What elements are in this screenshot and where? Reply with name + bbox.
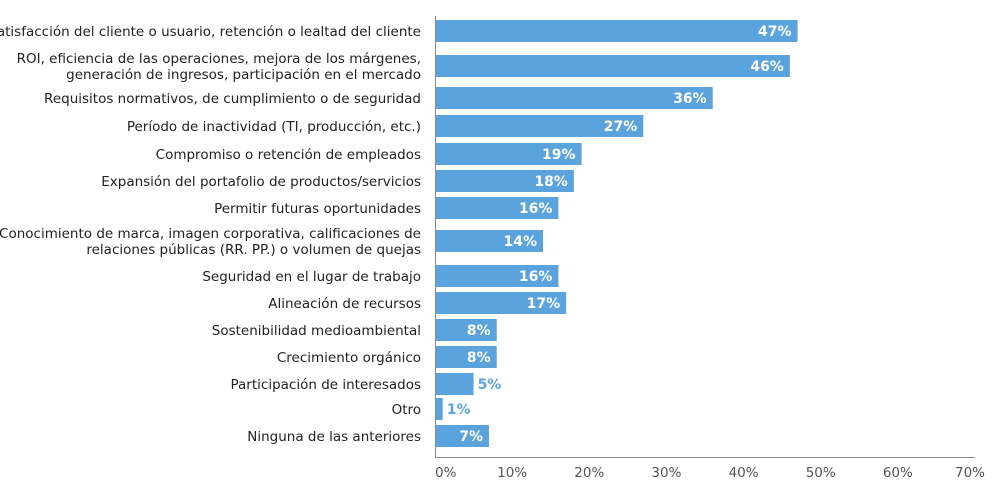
value-label-13: 1% bbox=[447, 402, 471, 418]
bar-3 bbox=[435, 115, 644, 137]
category-label-14: Ninguna de las anteriores bbox=[247, 429, 421, 445]
bars bbox=[435, 20, 798, 447]
bar-4 bbox=[435, 143, 582, 165]
value-label-11: 8% bbox=[467, 350, 491, 366]
category-label-1-line-0: ROI, eficiencia de las operaciones, mejo… bbox=[17, 51, 421, 67]
value-label-1: 46% bbox=[750, 59, 784, 75]
value-label-3: 27% bbox=[604, 119, 638, 135]
bar-6 bbox=[435, 197, 559, 219]
category-label-0: Satisfacción del cliente o usuario, rete… bbox=[0, 24, 421, 40]
bar-1 bbox=[435, 55, 790, 77]
value-label-9: 17% bbox=[527, 296, 561, 312]
value-label-5: 18% bbox=[534, 174, 568, 190]
value-label-4: 19% bbox=[542, 147, 576, 163]
category-label-11: Crecimiento orgánico bbox=[277, 350, 421, 366]
category-label-10: Sostenibilidad medioambiental bbox=[212, 323, 421, 339]
x-tick-label-5: 50% bbox=[806, 465, 836, 481]
bar-2 bbox=[435, 87, 713, 109]
value-label-7: 14% bbox=[503, 234, 537, 250]
bar-12 bbox=[435, 373, 474, 395]
value-label-6: 16% bbox=[519, 201, 553, 217]
category-label-3: Período de inactividad (TI, producción, … bbox=[127, 119, 421, 135]
value-label-12: 5% bbox=[478, 377, 502, 393]
category-labels: Satisfacción del cliente o usuario, rete… bbox=[0, 24, 421, 445]
value-label-2: 36% bbox=[673, 91, 707, 107]
bar-7 bbox=[435, 230, 543, 252]
bar-8 bbox=[435, 265, 559, 287]
bar-9 bbox=[435, 292, 567, 314]
bar-10 bbox=[435, 319, 497, 341]
category-label-9: Alineación de recursos bbox=[268, 296, 421, 312]
category-label-13: Otro bbox=[392, 402, 421, 418]
category-label-7-line-1: relaciones públicas (RR. PP.) o volumen … bbox=[86, 242, 421, 258]
x-tick-label-2: 20% bbox=[574, 465, 604, 481]
bar-13 bbox=[435, 398, 443, 420]
x-tick-labels: 0% 10% 20% 30% 40% 50% 60% 70% bbox=[435, 465, 985, 481]
axes bbox=[435, 16, 975, 458]
x-tick-label-0: 0% bbox=[435, 465, 457, 481]
value-label-0: 47% bbox=[758, 24, 792, 40]
category-label-2: Requisitos normativos, de cumplimiento o… bbox=[44, 91, 421, 107]
category-label-8: Seguridad en el lugar de trabajo bbox=[202, 269, 421, 285]
bar-5 bbox=[435, 170, 574, 192]
category-label-5: Expansión del portafolio de productos/se… bbox=[101, 174, 421, 190]
bar-11 bbox=[435, 346, 497, 368]
x-tick-label-4: 40% bbox=[729, 465, 759, 481]
bar-0 bbox=[435, 20, 798, 42]
category-label-7-line-0: Conocimiento de marca, imagen corporativ… bbox=[0, 226, 421, 242]
x-tick-label-3: 30% bbox=[651, 465, 681, 481]
category-label-1-line-1: generación de ingresos, participación en… bbox=[66, 67, 421, 83]
x-tick-label-6: 60% bbox=[883, 465, 913, 481]
value-labels: 47% 46% 36% 27% 19% 18% 16% 14% 16% 17% 8% 8% 5% 1% 7% bbox=[447, 24, 792, 445]
bar-14 bbox=[435, 425, 489, 447]
value-label-14: 7% bbox=[459, 429, 483, 445]
x-tick-label-7: 70% bbox=[955, 465, 985, 481]
x-tick-label-1: 10% bbox=[497, 465, 527, 481]
category-label-4: Compromiso o retención de empleados bbox=[156, 147, 421, 163]
value-label-8: 16% bbox=[519, 269, 553, 285]
value-label-10: 8% bbox=[467, 323, 491, 339]
category-label-6: Permitir futuras oportunidades bbox=[214, 201, 421, 217]
category-label-12: Participación de interesados bbox=[231, 377, 422, 393]
